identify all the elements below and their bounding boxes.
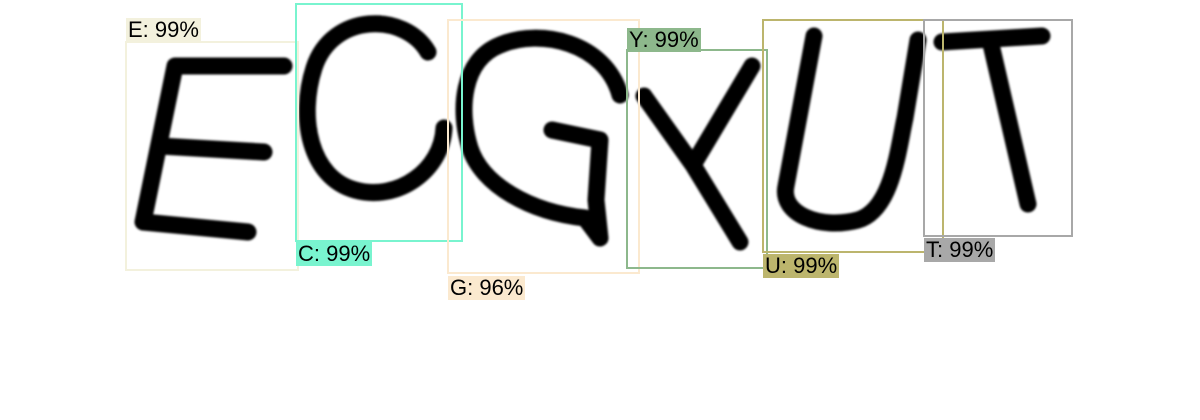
label-y: Y: 99% — [627, 27, 701, 52]
bbox-c — [295, 3, 463, 242]
glyph-c — [298, 15, 453, 201]
bbox-u — [762, 19, 944, 253]
label-u: U: 99% — [763, 253, 840, 278]
bbox-y — [626, 49, 768, 269]
bbox-e — [125, 41, 299, 271]
bbox-g — [447, 19, 640, 274]
glyph-e — [134, 57, 293, 241]
glyph-y — [635, 57, 761, 251]
glyph-t — [933, 27, 1051, 213]
glyph-g — [455, 29, 629, 247]
glyph-u — [776, 27, 927, 232]
bbox-t — [923, 19, 1073, 237]
label-t: T: 99% — [924, 237, 996, 262]
label-g: G: 96% — [448, 275, 526, 300]
label-c: C: 99% — [296, 241, 373, 266]
label-e: E: 99% — [126, 17, 201, 42]
